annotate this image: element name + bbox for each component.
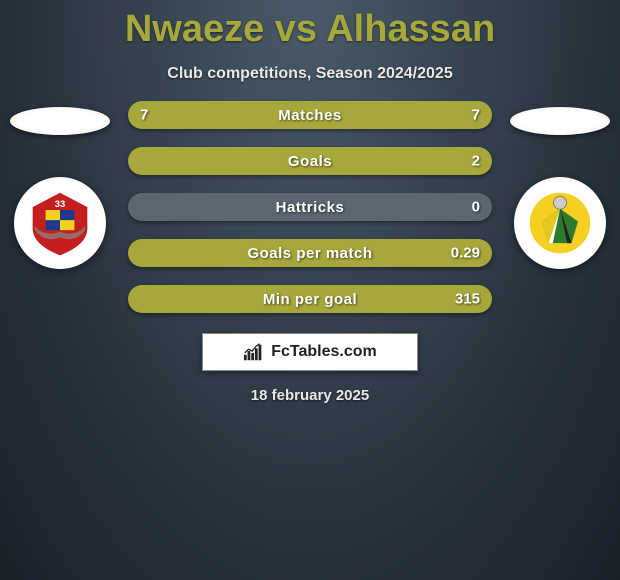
left-oval — [10, 107, 110, 135]
brand-icon — [243, 342, 265, 362]
left-crest-svg: 33 — [24, 187, 96, 259]
stat-bar: 0 Hattricks — [128, 193, 492, 221]
stat-value-right: 0 — [472, 199, 480, 216]
stat-value-right: 0.29 — [451, 245, 480, 262]
stat-value-right: 7 — [472, 107, 480, 124]
stat-label: Min per goal — [263, 291, 357, 308]
stat-label: Hattricks — [276, 199, 345, 216]
stat-bar: 0.29 Goals per match — [128, 239, 492, 267]
stat-value-right: 2 — [472, 153, 480, 170]
right-crest — [514, 177, 606, 269]
brand-badge: FcTables.com — [202, 333, 418, 371]
stat-bar: 2 Goals — [128, 147, 492, 175]
page-title: Nwaeze vs Alhassan — [125, 8, 495, 51]
left-side: 33 — [0, 101, 120, 269]
brand-text: FcTables.com — [271, 343, 377, 361]
left-crest: 33 — [14, 177, 106, 269]
right-side — [500, 101, 620, 269]
right-crest-svg — [524, 187, 596, 259]
stat-label: Goals per match — [247, 245, 372, 262]
stat-bar: 7 7 Matches — [128, 101, 492, 129]
right-oval — [510, 107, 610, 135]
main-panel: 33 7 7 Matches 2 Goals 0 Hattricks 0.29 Goals pe… — [0, 101, 620, 313]
stat-value-right: 315 — [455, 291, 480, 308]
svg-text:33: 33 — [55, 199, 65, 209]
stat-bars: 7 7 Matches 2 Goals 0 Hattricks 0.29 Goals per m… — [120, 101, 500, 313]
infographic-root: Nwaeze vs Alhassan Club competitions, Se… — [0, 0, 620, 580]
stat-label: Goals — [288, 153, 332, 170]
stat-label: Matches — [278, 107, 342, 124]
date-text: 18 february 2025 — [251, 387, 369, 404]
stat-value-left: 7 — [140, 107, 148, 124]
page-subtitle: Club competitions, Season 2024/2025 — [167, 65, 452, 83]
stat-bar: 315 Min per goal — [128, 285, 492, 313]
